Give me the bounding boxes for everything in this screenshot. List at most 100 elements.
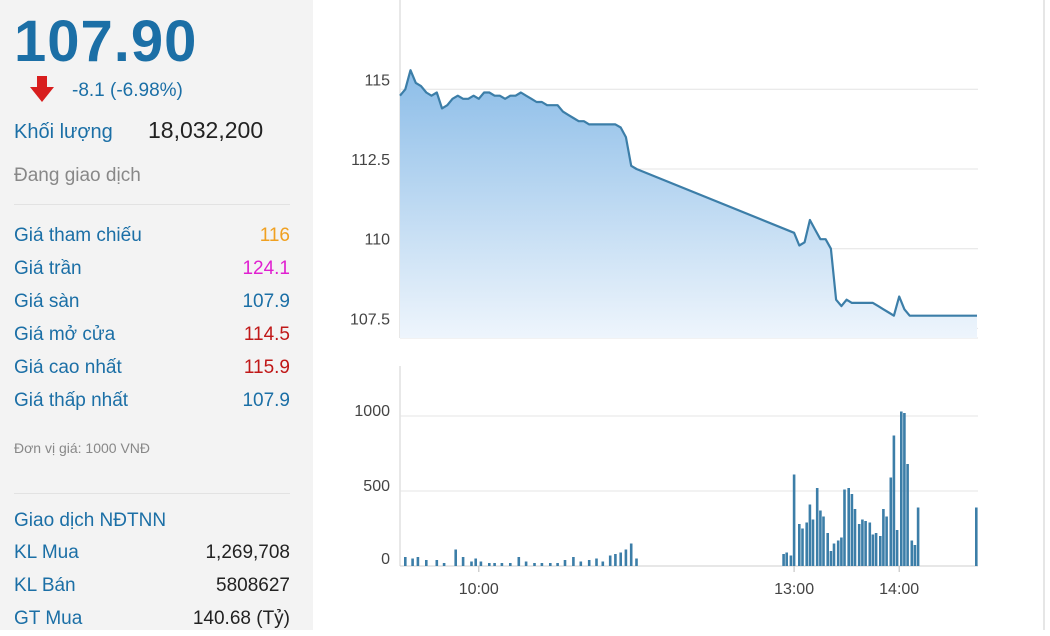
x-tick-label: 14:00 [879,581,919,598]
row-value: 107.9 [242,390,290,411]
row-label: KL Bán [14,575,76,596]
volume-bar [822,516,825,566]
volume-bar [629,543,633,566]
x-tick-label: 10:00 [459,581,499,598]
volume-bar [903,413,906,566]
volume-bar [910,540,914,566]
row-label: Giá mở cửa [14,324,116,345]
row-label: Giá trần [14,258,82,279]
volume-bar [871,534,875,566]
y-tick-label: 1000 [354,403,390,420]
volume-bar [832,543,836,566]
volume-bar [815,488,819,566]
y-tick-label: 112.5 [351,152,390,169]
price-panel: 107.5 110 112.5 115 [350,0,978,339]
volume-bar [868,522,872,566]
volume-bar [540,563,544,566]
row-reference-price: Giá tham chiếu 116 [14,225,290,253]
volume-bar [892,435,896,566]
row-label: Giá sàn [14,291,80,312]
volume-bar [425,560,428,566]
volume-bar [635,558,638,566]
volume-bar [454,549,457,566]
volume-bar [533,563,536,566]
volume-bar [474,558,477,566]
row-foreign-buy-volume: KL Mua 1,269,708 [14,542,290,570]
row-ceiling-price: Giá trần 124.1 [14,258,290,286]
volume-bar [461,557,465,566]
last-price: 107.90 [14,9,198,74]
volume-bar [874,533,878,566]
volume-value: 18,032,200 [148,117,264,143]
row-high-price: Giá cao nhất 115.9 [14,357,290,385]
volume-bar [900,411,903,566]
volume-bar [889,477,893,566]
volume-bar [404,557,407,566]
volume-bar [853,509,857,566]
volume-bar [916,507,920,566]
volume-bar [572,557,575,566]
row-label: GT Mua [14,608,83,629]
volume-bar [843,489,846,566]
volume-bar [624,549,628,566]
volume-bar [829,551,833,566]
volume-bar [549,563,552,566]
volume-bar [614,554,617,566]
row-label: Giá thấp nhất [14,390,129,411]
volume-bar [882,509,885,566]
volume-panel: 0 500 1000 [354,366,978,568]
volume-bar [435,560,439,566]
price-area [400,70,977,338]
volume-bar [608,555,612,566]
x-tick-label: 13:00 [774,581,814,598]
row-value: 124.1 [242,258,290,279]
panel-edge [1043,0,1045,630]
foreign-trading-title: Giao dịch NĐTNN [14,510,167,531]
y-tick-label: 107.5 [350,311,390,328]
volume-bar [785,552,788,566]
volume-bar [840,537,843,566]
volume-bar [470,561,473,566]
volume-bar [595,558,598,566]
volume-bar [500,563,504,566]
down-arrow-icon [30,76,54,102]
volume-bar [819,510,822,566]
volume-bar [563,560,567,566]
volume-bar [879,536,882,566]
volume-bar [805,522,808,566]
row-value: 115.9 [243,357,290,378]
divider [14,204,290,205]
row-foreign-buy-value: GT Mua 140.68 (Tỷ) [14,608,290,636]
price-line [399,69,977,317]
volume-label: Khối lượng [14,121,113,143]
volume-bar [416,557,420,566]
y-tick-label: 110 [364,232,390,249]
volume-bar [836,540,840,566]
volume-bar [556,563,559,566]
volume-bar [885,516,888,566]
divider [14,493,290,494]
volume-bar [789,555,793,566]
row-value: 5808627 [216,575,290,596]
volume-bar [847,488,850,566]
volume-bar [579,561,583,566]
quote-panel: 107.90 -8.1 (-6.98%) Khối lượng 18,032,2… [0,0,313,630]
volume-bar [861,519,864,566]
y-tick-label: 500 [363,478,390,495]
volume-bar [801,528,804,566]
trading-status: Đang giao dịch [14,165,141,186]
y-tick-label: 115 [364,72,390,89]
volume-bar [488,563,491,566]
price-unit-note: Đơn vị giá: 1000 VNĐ [14,440,151,456]
volume-bar [857,524,861,566]
intraday-chart: 107.5 110 112.5 115 0 500 1000 10:00 13:00 14:0… [350,0,978,598]
volume-bar [895,530,899,566]
row-label: KL Mua [14,542,79,563]
row-open-price: Giá mở cửa 114.5 [14,324,290,352]
volume-bar [411,558,414,566]
row-value: 116 [259,225,290,246]
row-value: 114.5 [243,324,290,345]
price-change: -8.1 (-6.98%) [72,80,183,101]
volume-bar [524,561,528,566]
row-value: 140.68 (Tỷ) [192,608,290,629]
